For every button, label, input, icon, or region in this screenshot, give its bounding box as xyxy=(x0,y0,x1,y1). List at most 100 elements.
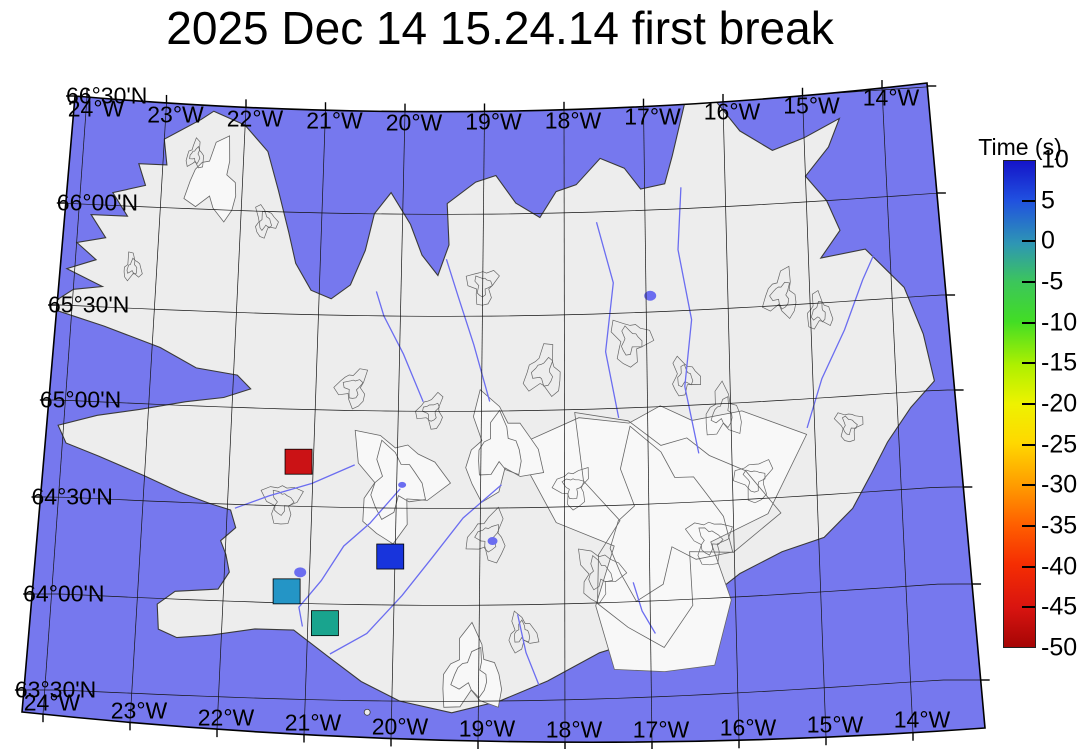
lake xyxy=(398,481,407,488)
terrain-contour xyxy=(610,319,655,368)
terrain-contour xyxy=(561,478,585,500)
map-content xyxy=(22,85,985,743)
station-marker xyxy=(376,543,405,570)
terrain-contour xyxy=(810,301,826,323)
lon-label-top: 24°W xyxy=(67,95,125,122)
terrain-contour xyxy=(578,548,628,605)
meridian-line xyxy=(722,101,740,741)
terrain-contour xyxy=(126,257,138,275)
map-canvas xyxy=(14,80,990,749)
lon-label-bottom: 14°W xyxy=(893,706,951,733)
glacier-contour xyxy=(478,409,522,476)
glacier-contour xyxy=(465,388,545,503)
colorbar-tick-label: 10 xyxy=(1041,145,1069,174)
terrain-contour xyxy=(588,554,614,591)
terrain-contour xyxy=(684,521,733,566)
colorbar-tick xyxy=(1022,199,1035,202)
lon-label-bottom: 21°W xyxy=(284,709,342,736)
terrain-contour xyxy=(185,137,204,169)
colorbar-tick xyxy=(1022,484,1035,487)
meridian-line xyxy=(477,111,485,742)
colorbar-tick-label: -35 xyxy=(1041,511,1078,540)
terrain-contour xyxy=(621,325,643,356)
glacier-contour xyxy=(183,135,237,223)
lon-label-bottom: 20°W xyxy=(371,713,429,740)
colorbar-tick-label: -30 xyxy=(1041,470,1078,499)
parallel-line xyxy=(22,583,985,606)
colorbar-tick xyxy=(1022,321,1035,324)
lake xyxy=(487,537,498,546)
colorbar-tick-label: -45 xyxy=(1041,592,1078,621)
terrain-contour xyxy=(260,485,304,525)
colorbar-tick xyxy=(1022,525,1035,527)
river xyxy=(632,582,656,634)
colorbar-tick-label: -10 xyxy=(1041,308,1078,337)
colorbar-tick xyxy=(1022,403,1035,405)
meridian-line xyxy=(802,95,827,738)
colorbar-tick-label: -25 xyxy=(1041,430,1078,459)
glacier-contour xyxy=(450,646,488,699)
terrain-contour xyxy=(531,356,554,387)
terrain-contour xyxy=(551,467,589,511)
colorbar-tick-label: -40 xyxy=(1041,552,1078,581)
station-marker xyxy=(284,448,313,475)
parallel-line xyxy=(22,679,985,702)
colorbar-tick xyxy=(1022,240,1035,243)
terrain-contour xyxy=(474,524,499,553)
terrain-contour xyxy=(189,145,201,164)
terrain-contour xyxy=(705,380,742,436)
lon-label-top: 19°W xyxy=(465,108,522,135)
meridian-line xyxy=(303,110,326,735)
lat-label: 66°00'N xyxy=(56,189,139,216)
colorbar-tick xyxy=(1022,606,1035,609)
station-marker xyxy=(311,610,339,637)
terrain-contour xyxy=(710,396,733,429)
terrain-contour xyxy=(733,459,774,504)
lake xyxy=(294,567,307,578)
lon-label-top: 17°W xyxy=(624,103,681,130)
river xyxy=(806,254,875,429)
meridian-line xyxy=(129,102,167,723)
colorbar-title: Time (s) xyxy=(978,134,1062,160)
lon-label-top: 15°W xyxy=(783,92,840,119)
lake xyxy=(644,290,657,301)
lon-label-bottom: 17°W xyxy=(632,716,690,743)
river xyxy=(516,614,540,686)
colorbar-tick xyxy=(1022,362,1035,365)
glacier-contour xyxy=(574,412,782,649)
terrain-contour xyxy=(342,379,364,399)
lat-label: 65°30'N xyxy=(48,291,130,318)
glacier-contour xyxy=(370,439,426,520)
lon-label-top: 23°W xyxy=(147,101,204,128)
lat-label: 65°00'N xyxy=(39,386,122,413)
terrain-contour xyxy=(465,269,500,306)
river xyxy=(677,187,700,454)
lon-label-top: 21°W xyxy=(306,107,363,134)
river xyxy=(298,488,401,627)
terrain-contour xyxy=(672,355,701,397)
colorbar-tick-label: 0 xyxy=(1041,226,1055,255)
lon-label-top: 18°W xyxy=(544,107,602,134)
river xyxy=(329,484,502,655)
terrain-contour xyxy=(769,281,790,310)
colorbar-tick xyxy=(1022,565,1035,568)
terrain-contour xyxy=(123,251,143,282)
colorbar-tick xyxy=(1022,281,1035,283)
parallel-line xyxy=(22,192,976,215)
meridian-line xyxy=(42,97,88,715)
terrain-contour xyxy=(514,619,530,643)
terrain-contour xyxy=(742,469,766,493)
meridian-line xyxy=(390,111,406,739)
offshore-island xyxy=(363,708,371,716)
terrain-contour xyxy=(761,265,797,320)
station-marker xyxy=(272,578,301,605)
parallel-line xyxy=(22,294,983,317)
lat-label: 63°30'N xyxy=(14,676,97,703)
lon-label-bottom: 18°W xyxy=(545,716,603,743)
meridian-line xyxy=(563,109,566,743)
lon-label-top: 22°W xyxy=(226,105,284,132)
terrain-contour xyxy=(272,489,295,516)
lon-label-top: 14°W xyxy=(862,84,920,111)
